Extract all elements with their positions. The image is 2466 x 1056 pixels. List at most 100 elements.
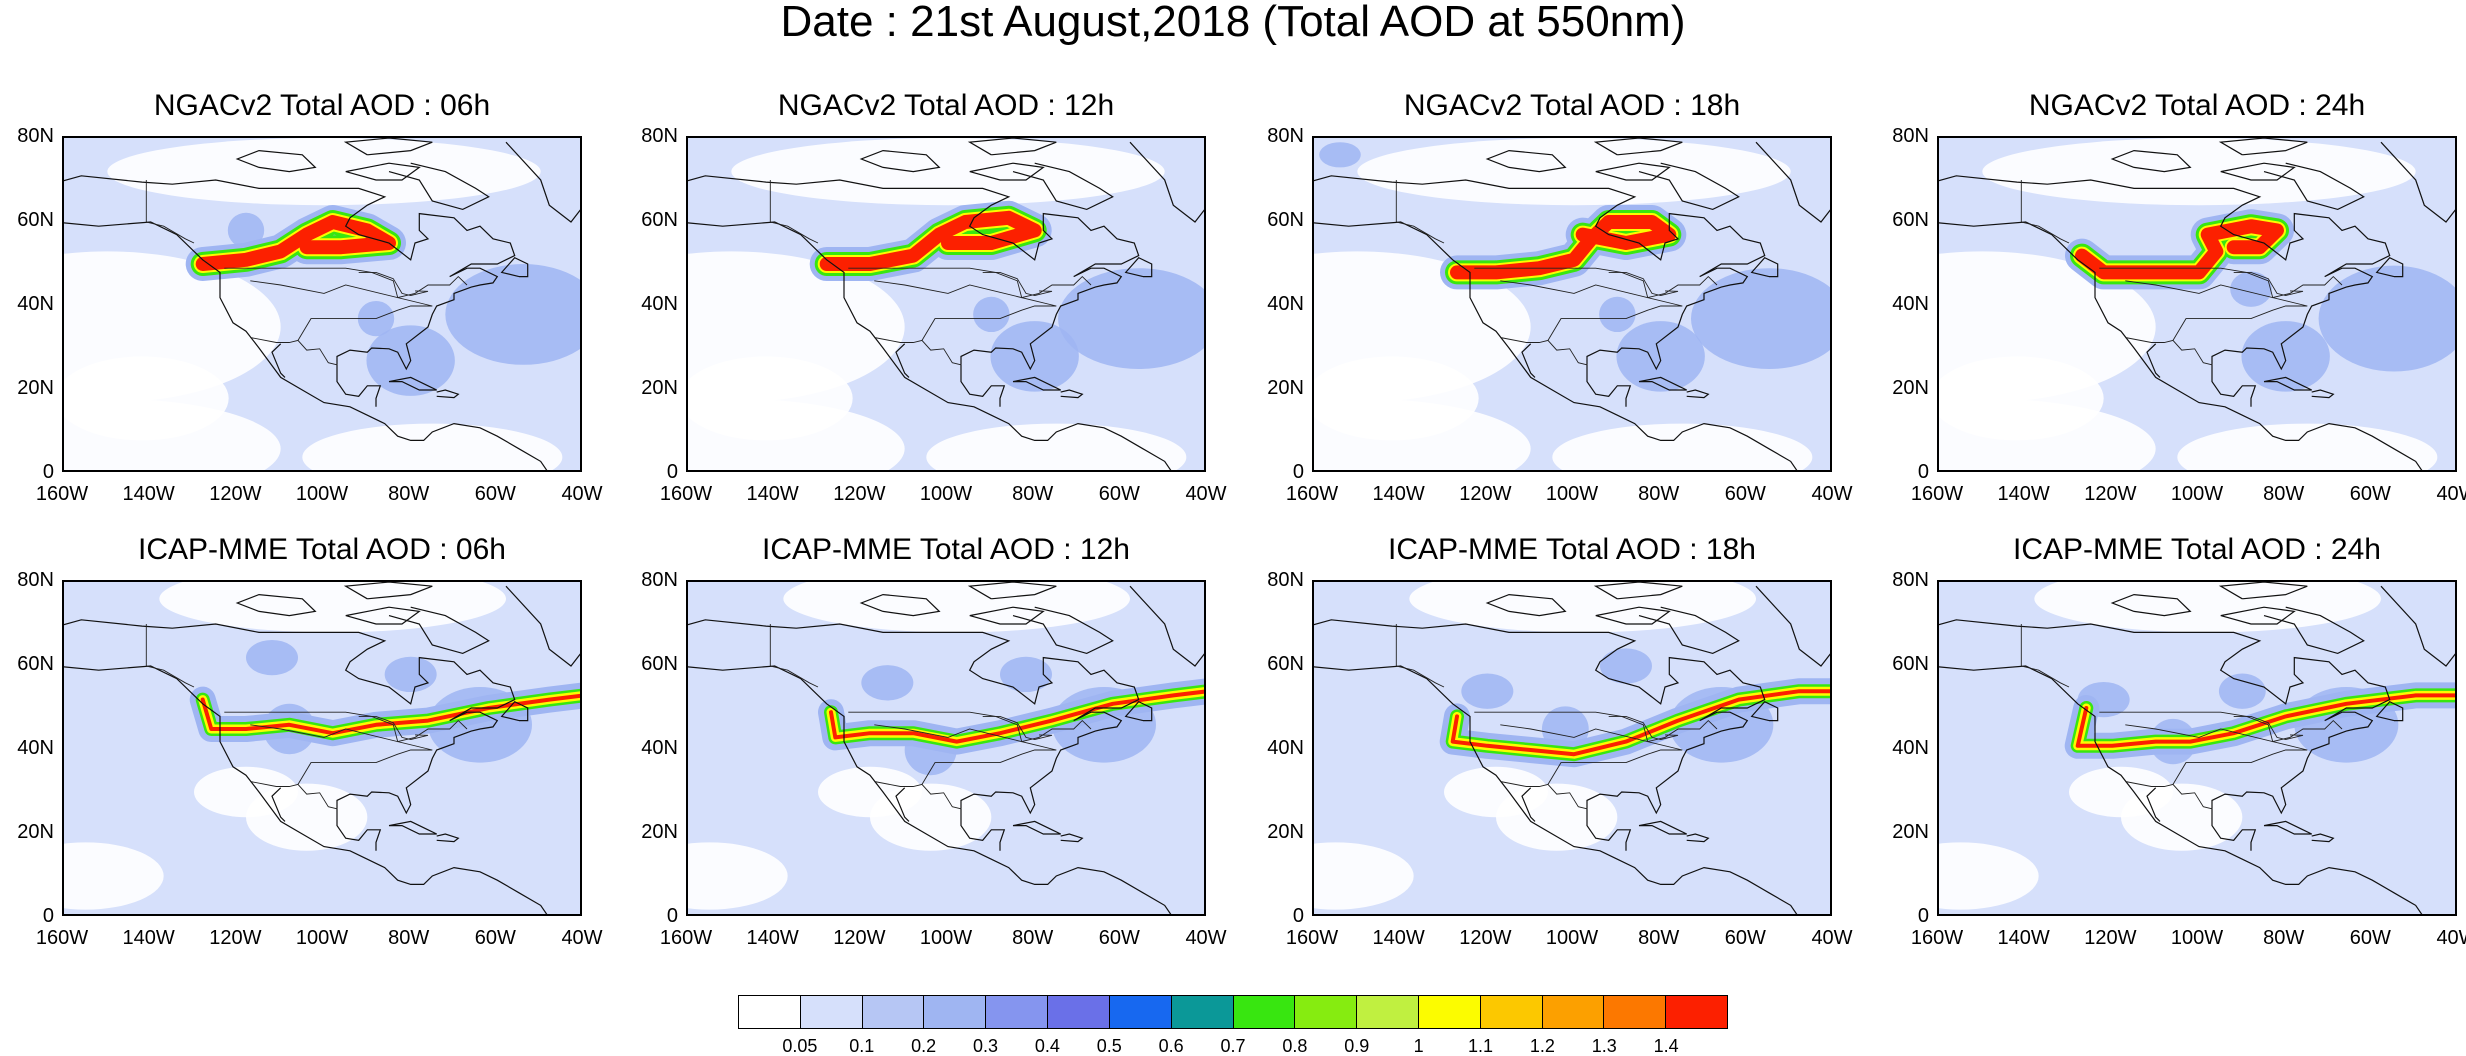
coastline (1012, 606, 1114, 655)
colorbar-box (1048, 996, 1110, 1028)
country-border (250, 280, 433, 341)
lat-tick-label: 20N (17, 821, 54, 843)
coastline (64, 665, 548, 914)
coastline (388, 376, 437, 391)
coastline (336, 808, 382, 851)
lat-tick-label: 60N (1267, 653, 1304, 675)
lon-tick-label: 60W (1098, 483, 1140, 505)
lon-tick-label: 40W (2436, 927, 2466, 949)
aod-blob (1000, 656, 1052, 693)
coastline (505, 141, 580, 223)
country-border (2099, 711, 2343, 743)
coastline (1939, 619, 2391, 815)
country-border (250, 337, 338, 366)
lon-tick-label: 40W (2436, 483, 2466, 505)
aod-field (1314, 138, 1830, 470)
country-border (2020, 624, 2070, 688)
lon-tick-label: 40W (561, 927, 603, 949)
coastline (969, 606, 1045, 625)
coastline (1521, 343, 1536, 378)
coastline (388, 820, 437, 835)
coastline (1638, 162, 1740, 211)
coastline (1939, 665, 2423, 914)
country-border (874, 337, 962, 366)
colorbar-box (1666, 996, 1727, 1028)
lat-tick-label: 80N (1892, 569, 1929, 591)
coastline (2380, 141, 2455, 223)
coastline (2218, 582, 2308, 600)
coastline (1314, 619, 1766, 815)
clean-air-patch (926, 423, 1187, 470)
clean-air-patch (1939, 356, 2104, 441)
lon-tick-label: 100W (295, 483, 349, 505)
panel-title: NGACv2 Total AOD : 24h (2028, 89, 2366, 122)
colorbar-label: 0.5 (1096, 1036, 1122, 1056)
coastline (1012, 820, 1061, 835)
coastline (2263, 376, 2312, 391)
coastline (2220, 606, 2296, 625)
lat-tick-label: 80N (1892, 125, 1929, 147)
country-border (2020, 180, 2070, 244)
lat-tick-label: 20N (641, 821, 678, 843)
lon-tick-label: 100W (1545, 483, 1599, 505)
clean-air-patch (688, 842, 788, 910)
coastline (2263, 162, 2365, 211)
coastline (2311, 389, 2335, 399)
lon-tick-label: 40W (1811, 483, 1853, 505)
coastline (895, 787, 910, 822)
aod-blob (1616, 321, 1705, 392)
coastline (2211, 808, 2257, 851)
clean-air-patch (1314, 356, 1479, 441)
coastline (1593, 582, 1683, 600)
lon-tick-label: 120W (1459, 927, 1512, 949)
lon-tick-label: 140W (1997, 483, 2050, 505)
colorbar-label: 1.3 (1591, 1036, 1617, 1056)
colorbar-label: 0.9 (1344, 1036, 1370, 1056)
colorbar-label: 1 (1413, 1036, 1424, 1056)
aod-blob (2218, 673, 2266, 709)
country-border (1395, 180, 1445, 244)
lat-tick-label: 0 (666, 461, 678, 483)
smoke-plume (819, 210, 1042, 271)
aod-field (64, 582, 580, 914)
clean-air-patch (783, 582, 1130, 633)
lon-tick-label: 80W (2263, 927, 2305, 949)
colorbar-box (924, 996, 987, 1028)
country-border (1500, 280, 1683, 341)
lat-tick-label: 20N (17, 377, 54, 399)
lat-tick-label: 0 (666, 905, 678, 927)
lon-tick-label: 60W (2349, 927, 2391, 949)
coastline (436, 389, 460, 399)
coastline (388, 606, 490, 655)
coastline (1686, 833, 1710, 843)
coastline (1124, 256, 1153, 278)
aod-blob (1319, 142, 1361, 168)
lat-tick-label: 60N (641, 209, 678, 231)
lon-tick-label: 160W (35, 927, 89, 949)
panel-title: NGACv2 Total AOD : 12h (777, 89, 1115, 122)
coastline (436, 833, 460, 843)
country-border (250, 724, 433, 785)
lat-tick-label: 20N (641, 377, 678, 399)
lat-tick-label: 40N (1267, 737, 1304, 759)
aod-blob (1600, 648, 1652, 684)
country-border (2233, 715, 2304, 740)
aod-blob (973, 296, 1010, 333)
lat-tick-label: 20N (1267, 377, 1304, 399)
lon-tick-label: 120W (833, 927, 886, 949)
country-border (874, 724, 1057, 785)
country-border (1500, 337, 1588, 366)
coastline (1595, 162, 1671, 181)
panel-title: NGACv2 Total AOD : 06h (153, 89, 491, 122)
aod-map (1312, 136, 1832, 472)
coastline (688, 175, 1140, 371)
lon-tick-label: 160W (1910, 483, 1964, 505)
coastline (1750, 700, 1779, 722)
lat-tick-label: 40N (641, 737, 678, 759)
colorbar-box (1233, 996, 1296, 1028)
coastline (1593, 138, 1683, 156)
coastline (967, 582, 1057, 600)
coastline (235, 593, 317, 617)
lon-tick-label: 160W (659, 483, 713, 505)
country-border (982, 271, 1053, 296)
